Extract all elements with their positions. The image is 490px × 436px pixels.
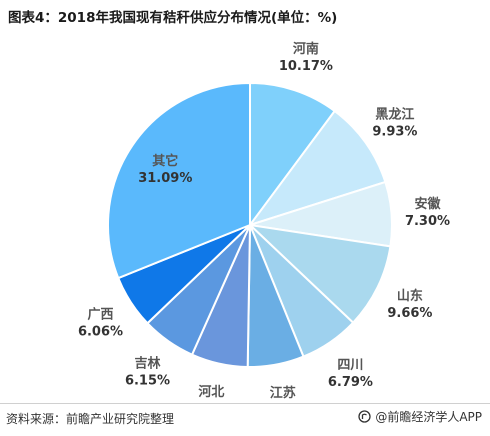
pie-slice-4	[246, 223, 392, 325]
footer-divider	[0, 403, 490, 404]
slice-label-value-4: 9.66%	[387, 306, 432, 321]
slice-label-name-6: 江苏	[270, 385, 296, 400]
brand-text: @前瞻经济学人APP	[375, 410, 482, 424]
pie-chart: 河南 10.17% 黑龙江 9.93% 安徽 7.30% 山东 9.66% 四川 6.79% 江苏 6…	[78, 41, 450, 400]
slice-label-name-2: 黑龙江	[375, 107, 414, 123]
pie-slice-2	[247, 109, 387, 227]
slice-label-name-8: 吉林	[134, 356, 160, 372]
pie-slice-10	[107, 81, 251, 280]
slice-label-name-10: 其它	[152, 153, 178, 169]
slice-label-name-9: 广西	[87, 307, 113, 323]
pie-slices	[107, 81, 393, 368]
slice-label-name-1: 河南	[293, 41, 319, 57]
slice-label-value-2: 9.93%	[372, 125, 417, 140]
slice-label-name-3: 安徽	[414, 196, 441, 212]
slice-label-value-8: 6.15%	[125, 374, 170, 389]
pie-labels: 河南 10.17% 黑龙江 9.93% 安徽 7.30% 山东 9.66% 四川 6.79% 江苏 6…	[78, 41, 450, 400]
slice-label-name-4: 山东	[397, 288, 423, 304]
chart-title: 图表4：2018年我国现有秸秆供应分布情况(单位：%)	[8, 10, 338, 26]
slice-label-value-5: 6.79%	[328, 375, 373, 390]
source-note: 资料来源：前瞻产业研究院整理	[6, 412, 175, 426]
pie-slice-1	[249, 81, 337, 229]
slice-label-name-7: 河北	[198, 384, 224, 400]
slice-label-name-5: 四川	[337, 358, 363, 373]
slice-label-value-1: 10.17%	[279, 59, 333, 74]
slice-label-value-3: 7.30%	[405, 214, 450, 229]
slice-label-value-10: 31.09%	[138, 171, 192, 186]
brand-credit: @前瞻经济学人APP	[358, 408, 482, 425]
brand-logo-icon	[358, 410, 371, 423]
slice-label-value-9: 6.06%	[78, 325, 123, 340]
